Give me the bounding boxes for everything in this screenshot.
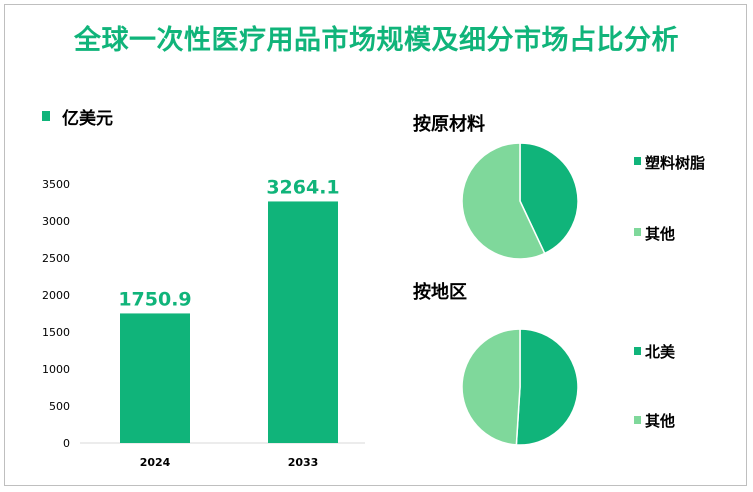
x-tick-label: 2033 bbox=[288, 456, 319, 469]
bar-value-label: 3264.1 bbox=[266, 176, 339, 198]
pie-material-title: 按原材料 bbox=[413, 114, 485, 135]
bar-2024 bbox=[120, 313, 190, 443]
pie-slice-0 bbox=[515, 328, 579, 446]
pie-material bbox=[461, 142, 579, 260]
x-tick-label: 2024 bbox=[140, 456, 171, 469]
pie-material-legend-swatch-0 bbox=[634, 157, 641, 165]
bar-2033 bbox=[268, 201, 338, 443]
pie-slice-1 bbox=[461, 328, 521, 446]
y-tick-label: 2500 bbox=[42, 252, 70, 265]
pie-region-legend-swatch-1 bbox=[634, 416, 641, 424]
pie-region-legend-label-0: 北美 bbox=[645, 343, 676, 361]
pie-material-legend-label-0: 塑料树脂 bbox=[645, 154, 706, 172]
y-tick-label: 500 bbox=[49, 400, 70, 413]
pie-slice-0 bbox=[519, 142, 579, 255]
y-tick-label: 2000 bbox=[42, 289, 70, 302]
page-title: 全球一次性医疗用品市场规模及细分市场占比分析 bbox=[74, 25, 679, 56]
y-tick-label: 0 bbox=[63, 437, 70, 450]
pie-region bbox=[461, 328, 579, 446]
y-tick-label: 1500 bbox=[42, 326, 70, 339]
pie-slice-1 bbox=[461, 142, 546, 260]
pie-region-legend-label-1: 其他 bbox=[645, 412, 676, 430]
y-tick-label: 3000 bbox=[42, 215, 70, 228]
chart-frame bbox=[4, 4, 747, 486]
y-tick-label: 3500 bbox=[42, 178, 70, 191]
y-tick-label: 1000 bbox=[42, 363, 70, 376]
bar-legend-swatch bbox=[42, 111, 50, 121]
pie-material-legend-label-1: 其他 bbox=[645, 225, 676, 243]
pie-material-legend-swatch-1 bbox=[634, 228, 641, 236]
bar-value-label: 1750.9 bbox=[118, 288, 191, 310]
bar-legend-label: 亿美元 bbox=[62, 109, 113, 129]
pie-region-legend-swatch-0 bbox=[634, 347, 641, 355]
pie-region-title: 按地区 bbox=[413, 282, 467, 303]
